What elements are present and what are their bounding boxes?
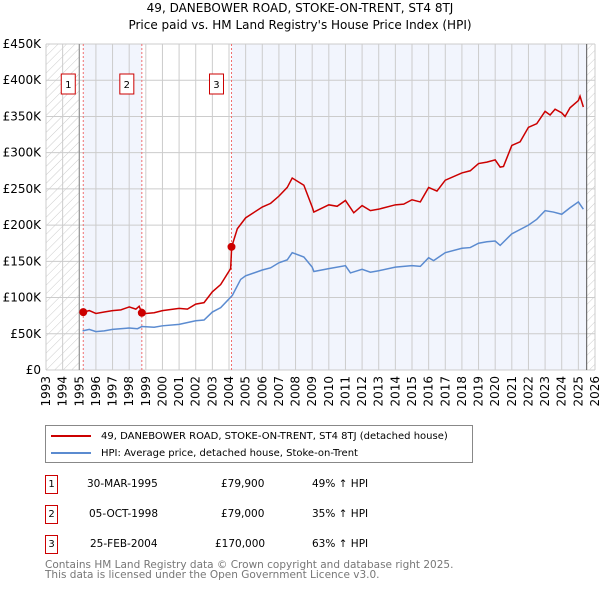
x-tick-label: 1998 [122,376,136,407]
x-tick-label: 1996 [89,376,103,407]
shaded-period [231,44,587,370]
legend: 49, DANEBOWER ROAD, STOKE-ON-TRENT, ST4 … [45,425,473,463]
sale-label-box [208,73,224,95]
x-tick-label: 2013 [372,376,386,407]
x-tick-label: 1993 [39,376,53,407]
date: 30-MAR-1995 [87,478,158,490]
price: £79,000 [221,508,265,520]
chart-subtitle: Price paid vs. HM Land Registry's House … [128,18,471,32]
chart-title: 49, DANEBOWER ROAD, STOKE-ON-TRENT, ST4 … [147,1,454,15]
sale-label: 3 [213,80,219,91]
x-tick-label: 2003 [205,376,219,407]
x-tick-label: 2005 [239,376,253,407]
x-tick-label: 2025 [571,376,585,407]
x-tick-label: 1999 [139,376,153,407]
marker-badge: 3 [45,535,58,554]
marker-badge: 2 [45,505,58,524]
y-tick-label: £400K [3,73,43,87]
x-tick-label: 2000 [155,376,169,407]
x-tick-label: 2015 [405,376,419,407]
x-tick-label: 2011 [338,376,352,407]
x-tick-label: 2004 [222,376,236,407]
x-tick-label: 2017 [438,376,452,407]
x-tick-label: 2002 [189,376,203,407]
sale-point [227,242,236,251]
y-tick-label: £350K [3,109,43,123]
x-tick-label: 1994 [56,376,70,407]
legend-item-property: 49, DANEBOWER ROAD, STOKE-ON-TRENT, ST4 … [51,428,448,444]
x-tick-label: 2012 [355,376,369,407]
sale-point [137,308,146,317]
x-tick-label: 2018 [455,376,469,407]
x-tick-label: 2019 [472,376,486,407]
footer-copyright: Contains HM Land Registry data © Crown c… [45,559,454,571]
x-tick-label: 2008 [289,376,303,407]
x-tick-label: 2010 [322,376,336,407]
x-tick-label: 2026 [588,376,600,407]
hatched-region [586,44,595,370]
x-tick-label: 2014 [388,376,402,407]
y-tick-label: £200K [3,218,43,232]
blue-line-swatch [51,452,91,454]
x-tick-label: 2023 [538,376,552,407]
y-tick-label: £0 [26,363,41,377]
x-tick-label: 2007 [272,376,286,407]
sale-label-box [119,73,135,95]
y-tick-label: £150K [3,254,43,268]
y-tick-label: £450K [3,37,43,51]
x-tick-label: 2006 [255,376,269,407]
marker-badge: 1 [45,475,58,494]
sale-point [79,308,88,317]
y-tick-label: £250K [3,182,43,196]
sale-label-box [60,73,76,95]
x-tick-label: 1997 [106,376,120,407]
x-tick-label: 2009 [305,376,319,407]
hpi-change: 49% ↑ HPI [312,478,369,490]
price: £170,000 [215,538,266,550]
series-line [83,93,585,315]
y-tick-label: £100K [3,291,43,305]
x-tick-label: 1995 [72,376,86,407]
footer-licence: This data is licensed under the Open Gov… [45,569,380,581]
series-line [82,200,584,333]
x-tick-label: 2001 [172,376,186,407]
date: 05-OCT-1998 [89,508,158,520]
legend-label: 49, DANEBOWER ROAD, STOKE-ON-TRENT, ST4 … [101,430,448,442]
y-tick-label: £300K [3,146,43,160]
sale-label: 2 [124,80,130,91]
date: 25-FEB-2004 [90,538,158,550]
legend-label: HPI: Average price, detached house, Stok… [101,447,358,459]
x-tick-label: 2022 [521,376,535,407]
hpi-change: 35% ↑ HPI [312,508,369,520]
sale-label: 1 [65,80,71,91]
legend-item-hpi: HPI: Average price, detached house, Stok… [51,445,358,461]
price-chart: 49, DANEBOWER ROAD, STOKE-ON-TRENT, ST4 … [3,1,600,407]
x-tick-label: 2021 [505,376,519,407]
y-tick-label: £50K [10,327,42,341]
x-tick-label: 2024 [555,376,569,407]
x-tick-label: 2016 [422,376,436,407]
red-line-swatch [51,435,91,437]
hpi-change: 63% ↑ HPI [312,538,369,550]
x-tick-label: 2020 [488,376,502,407]
price: £79,900 [221,478,265,490]
